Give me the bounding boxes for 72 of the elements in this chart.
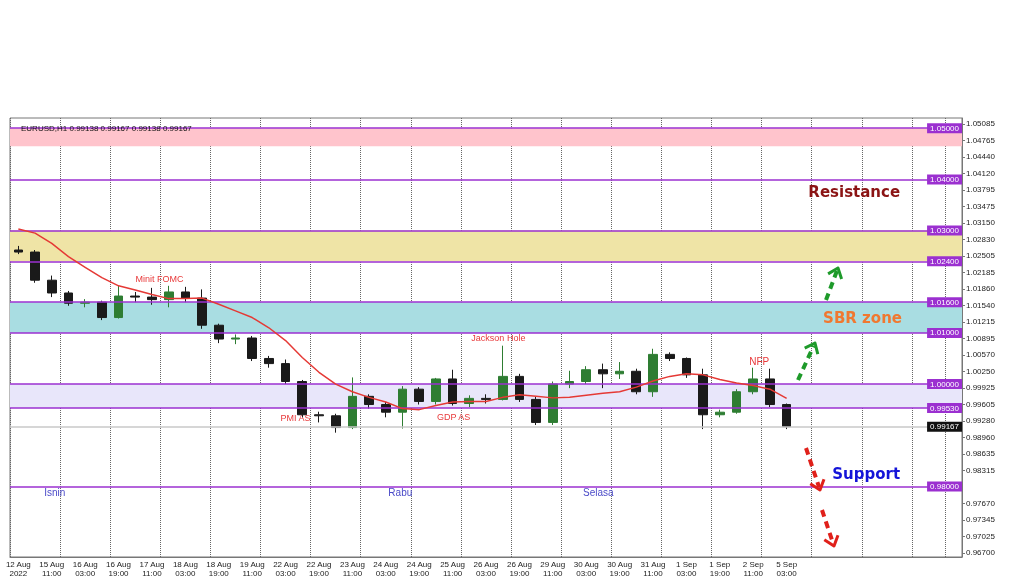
x-tick-label: 22 Aug 19:00 [306, 560, 332, 578]
x-tick-label: 22 Aug 03:00 [273, 560, 299, 578]
y-tick-label: 0.98315 [966, 465, 996, 475]
y-tick-label: 0.99925 [966, 383, 996, 393]
annotation: Support [832, 464, 901, 483]
x-tick-label: 16 Aug 19:00 [106, 560, 132, 578]
x-tick-label: 26 Aug 19:00 [506, 560, 532, 578]
ref-line-label: 0.98000 [930, 481, 960, 491]
x-tick-label: 18 Aug 19:00 [206, 560, 232, 578]
y-tick-label: 1.04765 [966, 135, 996, 145]
x-tick-label: 2 Sep 11:00 [742, 560, 765, 578]
y-tick-label: 1.02830 [966, 234, 996, 244]
x-tick-label: 1 Sep 19:00 [709, 560, 731, 578]
ref-line-label: 1.03000 [930, 226, 960, 236]
y-tick-label: 1.02505 [966, 251, 996, 261]
ref-line-label: 1.00000 [930, 379, 960, 389]
y-tick-label: 1.01540 [966, 300, 996, 310]
y-tick-label: 0.98960 [966, 432, 996, 442]
x-tick-label: 23 Aug 11:00 [339, 560, 365, 578]
annotation: Resistance [808, 182, 901, 201]
y-tick-label: 0.99605 [966, 399, 996, 409]
x-tick-label: 30 Aug 03:00 [573, 560, 599, 578]
x-tick-label: 15 Aug 11:00 [39, 560, 65, 578]
x-tick-label: 12 Aug 2022 [5, 560, 31, 578]
y-tick-label: 0.98635 [966, 449, 996, 459]
x-tick-label: 26 Aug 03:00 [473, 560, 499, 578]
text: EURUSD,H1 0.99138 0.99167 0.99138 0.99167 [21, 123, 193, 133]
band-label: SBR zone [823, 308, 902, 327]
y-tick-label: 1.03475 [966, 201, 996, 211]
x-tick-label: 5 Sep 03:00 [776, 560, 798, 578]
y-tick-label: 0.96700 [966, 548, 996, 558]
annotation: Minit FOMC [135, 274, 184, 285]
x-tick-label: 18 Aug 03:00 [172, 560, 198, 578]
annotation: NFP [749, 355, 770, 367]
annotation: Isnin [44, 487, 66, 499]
y-tick-label: 1.00570 [966, 350, 996, 360]
annotation: Jackson Hole [471, 333, 526, 344]
ref-line-label: 1.05000 [930, 123, 960, 133]
ref-line-label: 1.04000 [930, 174, 960, 184]
x-tick-label: 31 Aug 11:00 [640, 560, 666, 578]
y-tick-label: 0.97345 [966, 515, 996, 525]
x-tick-label: 30 Aug 19:00 [607, 560, 633, 578]
annotation: Selasa [583, 487, 615, 499]
ref-line-label: 1.02400 [930, 256, 960, 266]
x-tick-label: 25 Aug 11:00 [440, 560, 466, 578]
y-tick-label: 1.04440 [966, 152, 996, 162]
y-tick-label: 0.97025 [966, 531, 996, 541]
annotation: PMI AS [280, 412, 311, 423]
x-tick-label: 17 Aug 11:00 [139, 560, 165, 578]
x-tick-label: 24 Aug 03:00 [373, 560, 399, 578]
y-tick-label: 1.01860 [966, 284, 996, 294]
x-tick-label: 29 Aug 11:00 [540, 560, 566, 578]
y-tick-label: 1.03150 [966, 218, 996, 228]
y-tick-label: 1.00250 [966, 366, 996, 376]
x-tick-label: 16 Aug 03:00 [72, 560, 98, 578]
annotation: Rabu [388, 487, 413, 499]
ref-line-label: 0.99530 [930, 403, 960, 413]
y-tick-label: 1.05085 [966, 119, 996, 129]
y-tick-label: 0.97670 [966, 498, 996, 508]
y-tick-label: 1.02185 [966, 267, 996, 277]
x-tick-label: 24 Aug 19:00 [406, 560, 432, 578]
ref-line-label: 1.01000 [930, 328, 960, 338]
y-tick-label: 1.00895 [966, 333, 996, 343]
y-tick-label: 0.99280 [966, 416, 996, 426]
ref-line-label: 1.01600 [930, 297, 960, 307]
y-tick-label: 1.04120 [966, 168, 996, 178]
x-tick-label: 19 Aug 11:00 [239, 560, 265, 578]
ref-line-label: 0.99167 [930, 422, 960, 432]
annotation: GDP AS [436, 411, 471, 422]
x-tick-label: 1 Sep 03:00 [675, 560, 698, 578]
y-tick-label: 1.03795 [966, 185, 996, 195]
y-tick-label: 1.01215 [966, 317, 996, 327]
